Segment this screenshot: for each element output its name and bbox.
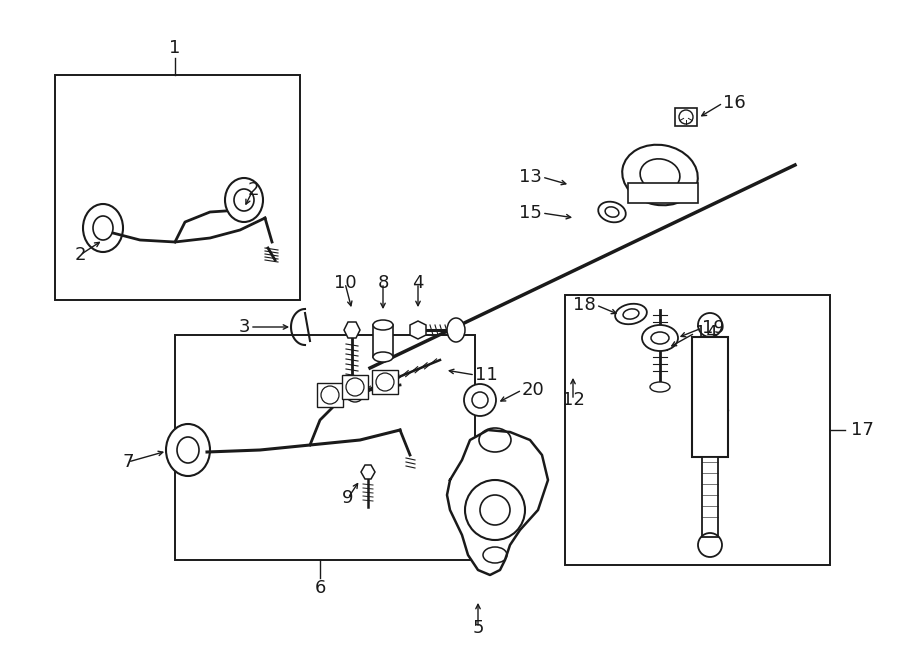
Text: 2: 2	[74, 246, 86, 264]
Ellipse shape	[348, 392, 362, 402]
Ellipse shape	[373, 352, 393, 362]
Text: 4: 4	[412, 274, 424, 292]
Text: 5: 5	[472, 619, 484, 637]
Ellipse shape	[447, 318, 465, 342]
Bar	[342, 375, 368, 399]
Text: 18: 18	[573, 296, 596, 314]
Text: 15: 15	[519, 204, 542, 222]
Ellipse shape	[166, 424, 210, 476]
Bar	[628, 183, 698, 203]
Bar	[175, 335, 475, 560]
Ellipse shape	[642, 325, 678, 351]
Text: 14: 14	[695, 324, 718, 342]
Polygon shape	[344, 322, 360, 338]
Polygon shape	[410, 321, 426, 339]
Text: 2: 2	[248, 181, 259, 199]
Text: 17: 17	[851, 421, 874, 439]
Text: 3: 3	[238, 318, 250, 336]
Text: 8: 8	[377, 274, 389, 292]
Ellipse shape	[464, 384, 496, 416]
Bar	[317, 383, 343, 407]
Ellipse shape	[615, 304, 647, 325]
Bar	[55, 75, 300, 300]
Polygon shape	[361, 465, 375, 479]
Ellipse shape	[373, 320, 393, 330]
Text: 16: 16	[723, 94, 746, 112]
Bar	[702, 457, 718, 537]
Text: 6: 6	[314, 579, 326, 597]
Bar	[373, 325, 393, 357]
Text: 1: 1	[169, 39, 181, 57]
Text: 12: 12	[562, 391, 584, 409]
Text: 10: 10	[334, 274, 356, 292]
Ellipse shape	[650, 382, 670, 392]
Bar	[692, 337, 728, 457]
Bar	[565, 295, 830, 565]
Text: 9: 9	[342, 489, 354, 507]
Bar	[372, 370, 398, 394]
Text: 19: 19	[702, 319, 724, 337]
Ellipse shape	[83, 204, 123, 252]
Text: 11: 11	[475, 366, 498, 384]
Ellipse shape	[225, 178, 263, 222]
Ellipse shape	[598, 202, 625, 222]
Text: 20: 20	[522, 381, 544, 399]
Bar	[675, 108, 697, 126]
Text: 7: 7	[122, 453, 134, 471]
Ellipse shape	[622, 145, 698, 206]
Text: 13: 13	[519, 168, 542, 186]
Polygon shape	[447, 430, 548, 575]
